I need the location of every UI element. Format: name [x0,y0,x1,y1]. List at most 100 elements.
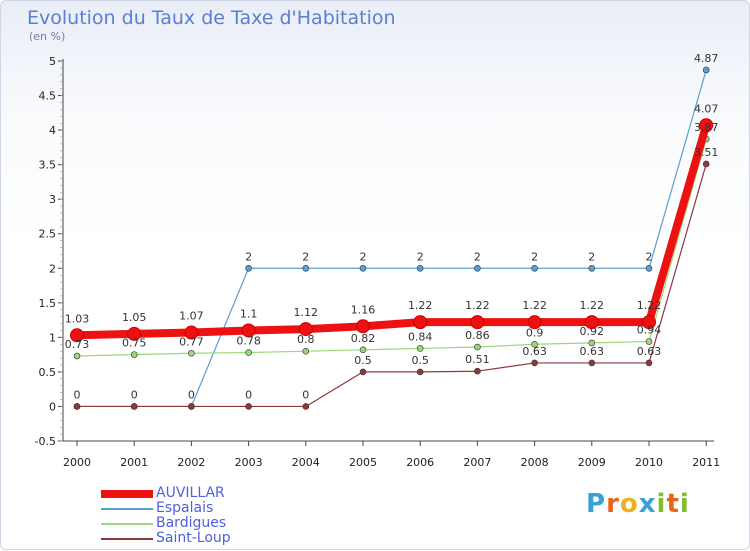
data-point-bardigues [302,347,310,355]
data-label-auvillar: 1.03 [65,312,90,325]
data-label-auvillar: 1.07 [179,310,204,323]
data-label-bardigues: 0.94 [637,324,662,337]
data-label-bardigues: 0.77 [179,335,204,348]
x-tick-label: 2006 [406,456,434,469]
x-tick-label: 2011 [692,456,720,469]
logo-letter: x [638,489,657,519]
data-point-espalais [302,264,310,272]
data-point-auvillar [527,315,542,330]
y-tick-label: 2 [49,262,56,275]
data-point-bardigues [73,352,81,360]
logo-letter: o [619,489,639,519]
data-label-saint-loup: 3.51 [694,146,719,159]
data-label-bardigues: 0.82 [351,332,376,345]
series-line-auvillar [73,121,711,340]
legend-swatch [101,522,153,525]
legend-item-espalais: Espalais [101,501,231,516]
data-label-bardigues: 3.87 [694,121,719,134]
legend-label: Bardigues [156,515,227,531]
data-point-espalais [245,264,252,272]
data-point-auvillar [70,328,84,343]
data-point-espalais [359,264,367,272]
data-label-espalais: 2 [302,250,309,263]
data-label-bardigues: 0.78 [236,335,261,348]
y-tick-label: 0.5 [39,366,57,379]
legend-label: Saint-Loup [156,530,231,546]
data-label-bardigues: 0.8 [297,333,315,346]
x-tick-label: 2004 [292,456,320,469]
x-tick-label: 2000 [63,456,91,469]
data-point-saint-loup [588,359,596,367]
x-tick-label: 2009 [578,456,606,469]
series-line-bardigues [76,138,707,357]
x-tick-label: 2010 [635,456,663,469]
data-label-espalais: 2 [417,250,424,263]
data-label-bardigues: 0.9 [526,326,544,339]
series-line-saint-loup [76,163,707,408]
data-label-bardigues: 0.75 [122,337,147,350]
data-point-auvillar [184,325,199,340]
data-point-bardigues [188,349,195,357]
data-label-auvillar: 1.22 [637,299,662,312]
data-point-auvillar [642,315,656,330]
y-tick-label: 3 [49,193,56,206]
data-label-espalais: 2 [588,250,595,263]
data-label-saint-loup: 0.63 [522,345,547,358]
data-label-saint-loup: 0 [188,388,195,401]
x-tick-label: 2005 [349,456,377,469]
data-label-saint-loup: 0.51 [465,353,490,366]
y-unit-label: (en %) [29,30,66,43]
data-point-espalais [588,264,596,272]
y-tick-label: 5 [49,55,56,68]
data-point-saint-loup [702,160,710,168]
data-point-bardigues [245,349,252,356]
data-point-bardigues [531,340,538,348]
data-point-bardigues [474,343,481,351]
data-point-saint-loup [645,359,653,367]
data-point-saint-loup [130,403,138,410]
data-label-auvillar: 1.22 [580,299,605,312]
chart-title: Evolution du Taux de Taxe d'Habitation [27,7,396,29]
data-label-espalais: 2 [360,250,367,263]
data-label-bardigues: 0.84 [408,330,433,343]
data-point-auvillar [413,315,428,330]
y-tick-label: 4.5 [39,90,57,103]
data-label-saint-loup: 0 [131,388,138,401]
logo-letter: i [656,489,667,519]
data-label-auvillar: 1.05 [122,311,147,324]
data-point-espalais [645,264,653,272]
data-point-auvillar [356,319,370,334]
data-label-auvillar: 1.12 [294,306,319,319]
x-tick-label: 2002 [177,456,205,469]
data-point-auvillar [298,322,313,337]
logo-letter: i [679,489,690,519]
legend-item-auvillar: AUVILLAR [101,486,231,501]
data-label-auvillar: 1.16 [351,303,376,316]
data-point-auvillar [127,326,142,341]
logo-letter: r [606,489,620,519]
data-point-saint-loup [359,368,367,376]
y-tick-label: 3.5 [39,159,57,172]
y-tick-label: 1 [49,331,56,344]
data-label-auvillar: 1.1 [240,307,258,320]
data-label-espalais: 2 [245,250,252,263]
x-tick-label: 2007 [463,456,491,469]
data-label-bardigues: 0.86 [465,329,490,342]
data-label-saint-loup: 0.63 [580,345,605,358]
y-tick-label: 0 [49,400,56,413]
data-label-auvillar: 1.22 [522,299,547,312]
x-tick-label: 2001 [120,456,148,469]
x-tick-label: 2008 [521,456,549,469]
data-point-saint-loup [188,403,195,410]
data-label-auvillar: 1.22 [408,299,433,312]
data-point-auvillar [470,315,485,330]
data-point-bardigues [359,346,367,354]
data-point-auvillar [699,118,714,133]
data-point-bardigues [588,339,596,347]
legend-item-saint-loup: Saint-Loup [101,531,231,546]
series-line-espalais [76,69,707,408]
data-label-espalais: 2 [531,250,538,263]
data-label-saint-loup: 0 [302,388,309,401]
